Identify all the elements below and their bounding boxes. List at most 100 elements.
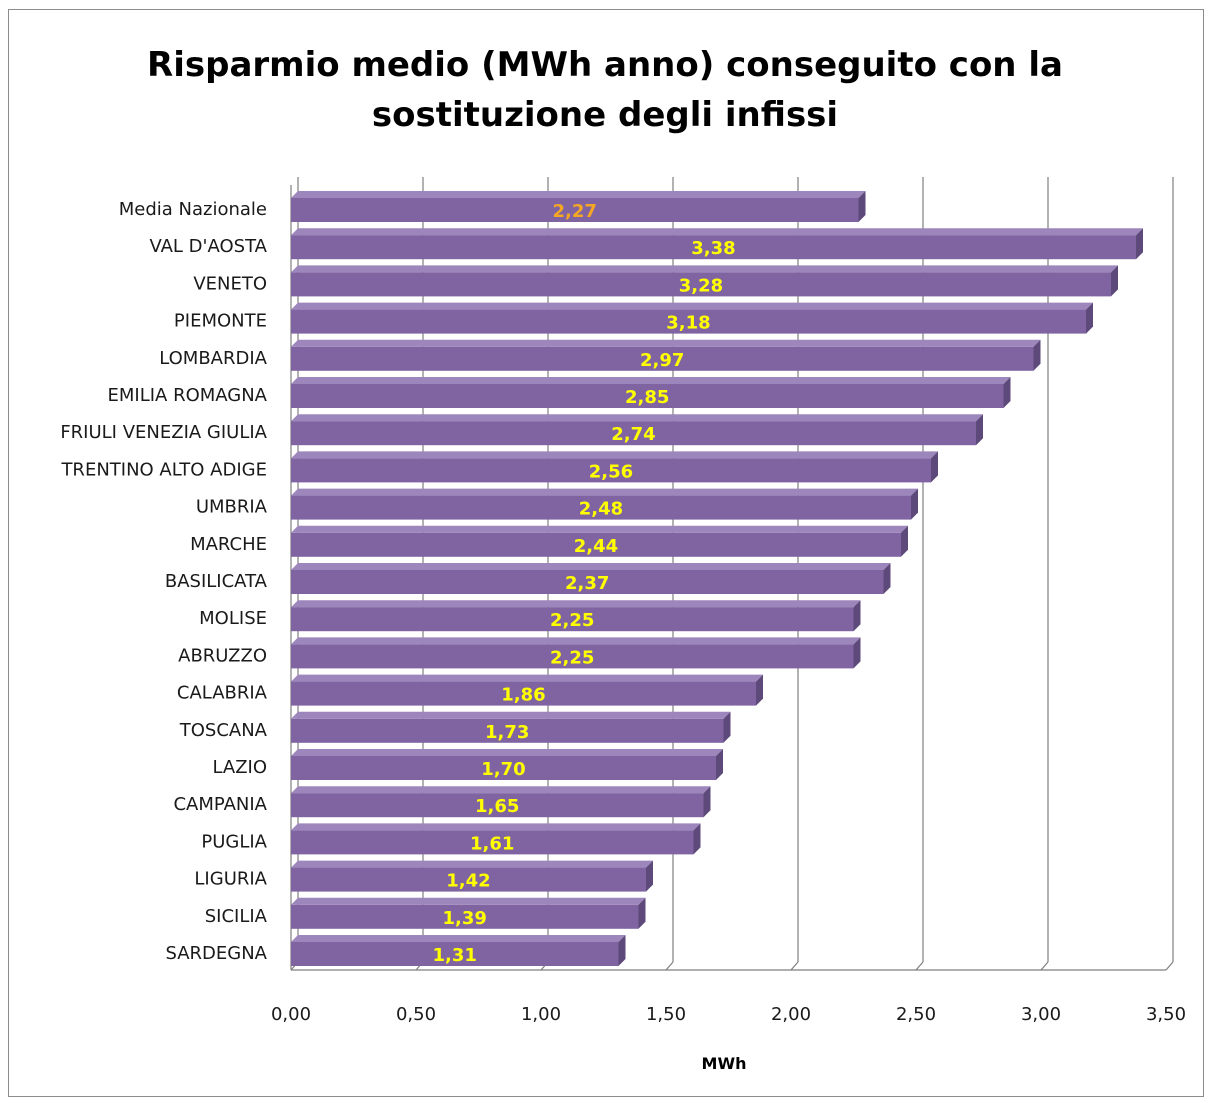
bar-side-face — [931, 451, 938, 483]
category-label: SICILIA — [205, 906, 268, 927]
data-label: 2,97 — [640, 350, 684, 371]
bar-side-face — [976, 414, 983, 446]
x-tick-label: 2,50 — [896, 1004, 936, 1025]
category-label: LOMBARDIA — [159, 348, 267, 369]
category-label: ABRUZZO — [178, 645, 267, 666]
chart-title-line-2: sostituzione degli infissi — [371, 95, 839, 135]
bar — [291, 867, 646, 892]
data-label: 1,61 — [470, 833, 514, 854]
category-label: UMBRIA — [196, 497, 268, 518]
bar-top-face — [291, 897, 646, 905]
bar-side-face — [911, 488, 918, 520]
bar-top-face — [291, 823, 701, 831]
bar — [291, 384, 1004, 408]
bar — [291, 421, 976, 446]
category-label: TRENTINO ALTO ADIGE — [60, 459, 267, 480]
bar — [291, 718, 724, 743]
bar-side-face — [723, 711, 731, 743]
bar-side-face — [858, 191, 866, 222]
data-label: 2,48 — [579, 499, 623, 520]
bar-top-face — [291, 265, 1118, 273]
bar-group: 1,61 — [291, 823, 701, 855]
bar-top-face — [291, 711, 731, 719]
chart-title-line-1: Risparmio medio (MWh anno) conseguito co… — [147, 45, 1063, 85]
data-label: 2,25 — [550, 647, 594, 668]
data-label: 1,86 — [501, 685, 545, 706]
category-label: BASILICATA — [165, 571, 268, 592]
bar-side-face — [901, 525, 908, 557]
bar-side-face — [1111, 265, 1118, 297]
bar-group: 1,31 — [291, 935, 626, 966]
category-label: PUGLIA — [201, 831, 267, 852]
category-label-layer: Media Nazionale VAL D'AOSTA VENETO PIEMONTE… — [60, 199, 267, 964]
category-label: CALABRIA — [177, 683, 268, 704]
bar-side-face — [853, 637, 861, 669]
category-label: LAZIO — [212, 757, 267, 778]
category-label: CAMPANIA — [173, 794, 267, 815]
category-label: PIEMONTE — [174, 311, 267, 332]
x-tick-label: 1,00 — [521, 1004, 561, 1025]
bar-group: 2,25 — [291, 600, 861, 632]
chart-title: Risparmio medio (MWh anno) conseguito co… — [0, 40, 1210, 140]
bar-group: 1,65 — [291, 786, 711, 818]
bar-top-face — [291, 414, 983, 422]
bar-top-face — [291, 860, 653, 868]
x-tick-label: 3,50 — [1146, 1004, 1186, 1025]
category-label: Media Nazionale — [119, 199, 267, 220]
bar-layer: 2,27 3,38 3,28 3,18 2,97 2,85 2,74 2,56 2,48 2,44… — [291, 191, 1143, 966]
bar-group: 1,39 — [291, 897, 646, 929]
bar-top-face — [291, 786, 711, 794]
bar — [291, 681, 756, 706]
category-label: MARCHE — [190, 534, 267, 555]
bar-group: 3,18 — [291, 302, 1093, 334]
x-tick-label: 0,00 — [271, 1004, 311, 1025]
data-label: 3,18 — [666, 313, 710, 334]
bar-top-face — [291, 525, 908, 533]
bar-group: 1,73 — [291, 711, 731, 743]
bar-top-face — [291, 451, 938, 459]
bar — [291, 607, 854, 632]
bar-top-face — [291, 749, 723, 756]
category-label: VAL D'AOSTA — [149, 236, 267, 257]
bar — [291, 570, 884, 594]
bar — [291, 235, 1136, 260]
bar-side-face — [1086, 302, 1093, 334]
category-label: MOLISE — [199, 608, 267, 629]
bar-group: 1,86 — [291, 674, 763, 706]
bar-group: 2,48 — [291, 488, 918, 520]
data-label: 2,74 — [611, 424, 655, 445]
category-label: EMILIA ROMAGNA — [107, 385, 267, 406]
bar-top-face — [291, 302, 1093, 310]
data-label: 1,73 — [485, 722, 529, 743]
bar-top-face — [291, 637, 861, 645]
category-label: LIGURIA — [194, 869, 267, 890]
category-label: SARDEGNA — [165, 943, 267, 964]
bar-group: 2,37 — [291, 563, 891, 594]
bar-side-face — [646, 860, 653, 892]
data-label: 2,44 — [574, 536, 618, 557]
bar-group: 3,28 — [291, 265, 1118, 297]
data-label: 3,38 — [691, 238, 735, 259]
bar-top-face — [291, 377, 1011, 384]
x-axis-title: MWh — [702, 1054, 747, 1073]
bar — [291, 904, 639, 929]
bar-group: 3,38 — [291, 228, 1143, 260]
bar-top-face — [291, 563, 891, 570]
data-label: 3,28 — [679, 275, 723, 296]
x-tick-label: 0,50 — [396, 1004, 436, 1025]
bar-group: 2,25 — [291, 637, 861, 669]
bar — [291, 756, 716, 780]
bar-top-face — [291, 488, 918, 496]
bar — [291, 942, 619, 966]
bar-side-face — [1136, 228, 1143, 260]
gridline-foot — [915, 961, 924, 971]
bar-side-face — [618, 935, 626, 966]
bar-side-face — [716, 749, 723, 780]
bar-group: 2,27 — [291, 191, 866, 222]
data-label: 1,39 — [443, 908, 487, 929]
gridline-foot — [1165, 961, 1174, 971]
bar-top-face — [291, 600, 861, 608]
bar-top-face — [291, 191, 866, 198]
gridline-foot — [665, 961, 674, 971]
